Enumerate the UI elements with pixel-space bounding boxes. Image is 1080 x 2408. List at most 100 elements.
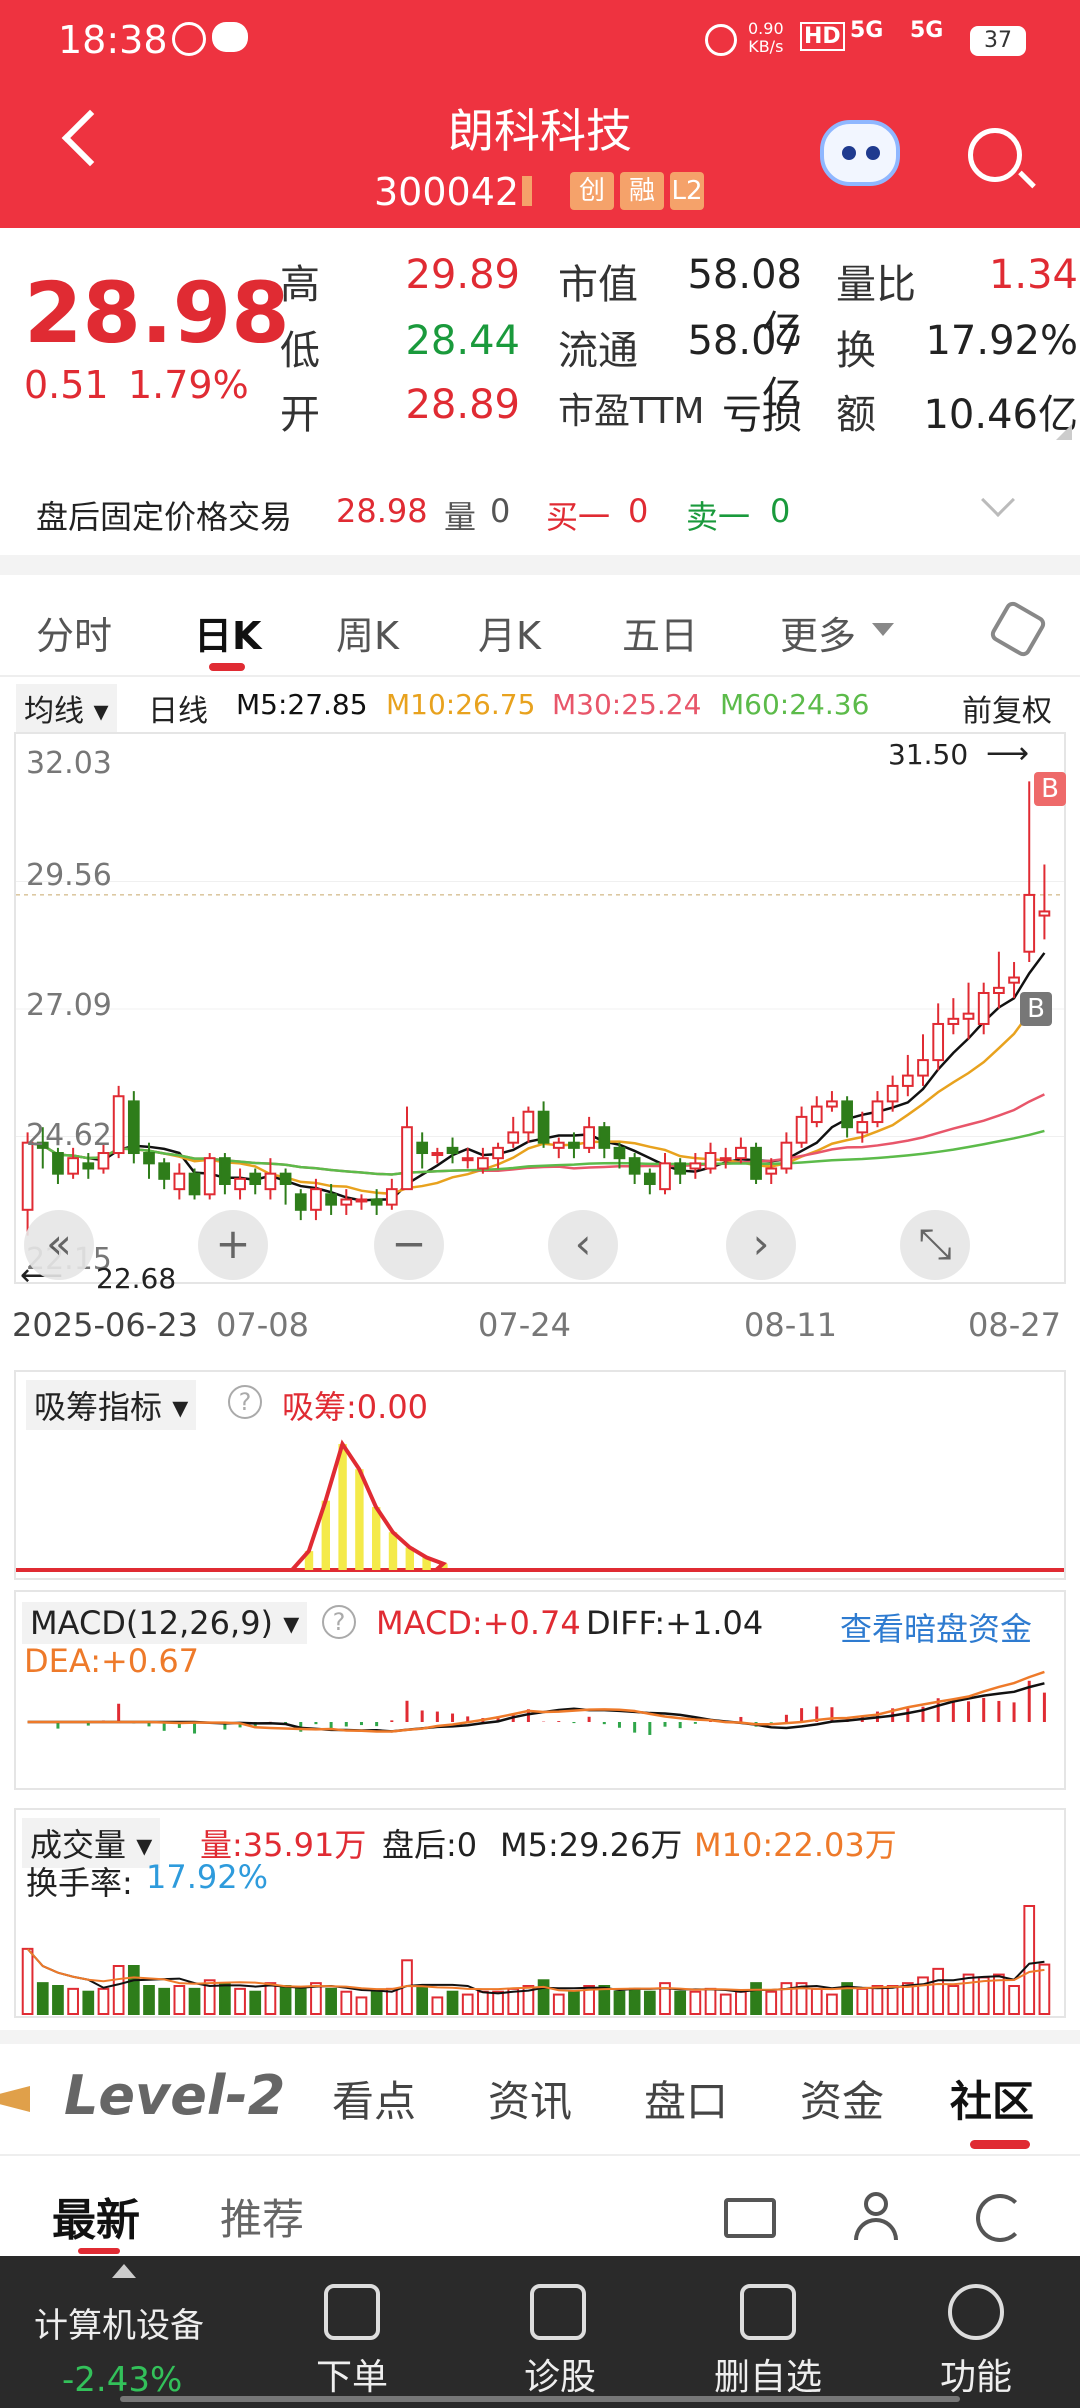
feed-tab-recommend[interactable]: 推荐	[220, 2195, 305, 2244]
functions-icon[interactable]	[948, 2284, 1004, 2340]
tab-highlights[interactable]: 看点	[332, 2077, 417, 2126]
candle-body	[325, 1193, 337, 1206]
buy-marker-b[interactable]: B	[1034, 772, 1066, 806]
candle-body	[765, 1167, 778, 1175]
volume-bar	[765, 1990, 778, 2015]
macd-dropdown[interactable]: MACD(12,26,9) ▾	[22, 1602, 308, 1644]
after-hours-bar[interactable]: 盘后固定价格交易 28.98 量 0 买一 0 卖一 0	[0, 470, 1080, 550]
volume-bar	[522, 1985, 535, 2015]
dea-value: DEA:+0.67	[24, 1642, 200, 1680]
info-marker	[522, 176, 532, 206]
candle-body	[82, 1162, 95, 1170]
tab-monthly-k[interactable]: 月K	[478, 614, 541, 658]
candle-body	[810, 1105, 823, 1124]
tab-daily-k[interactable]: 日K	[194, 614, 262, 658]
scroll-right-icon[interactable]: ›	[726, 1210, 796, 1280]
candle-body	[401, 1126, 413, 1191]
mail-icon[interactable]	[724, 2198, 776, 2238]
volume-bar	[158, 1987, 171, 2016]
pe-label: 市盈TTM	[558, 391, 705, 432]
macd-panel[interactable]: MACD(12,26,9) ▾ ? MACD:+0.74 DIFF:+1.04 …	[14, 1590, 1066, 1790]
order-button[interactable]: 下单	[315, 2357, 388, 2398]
remove-watchlist-icon[interactable]	[740, 2284, 796, 2340]
diagnose-icon[interactable]	[530, 2284, 586, 2340]
volume-panel[interactable]: 成交量 ▾ 量:35.91万 盘后:0 M5:29.26万 M10:22.03万…	[14, 1808, 1066, 2018]
sell1-label: 卖一	[686, 498, 751, 536]
buy-marker-b-gray[interactable]: B	[1020, 992, 1052, 1026]
low-label: 低	[280, 328, 320, 374]
vol-ma10-line	[26, 1948, 1045, 1992]
refresh-icon[interactable]	[976, 2194, 1024, 2242]
macd-help-icon[interactable]: ?	[322, 1600, 356, 1639]
high-value: 29.89	[405, 252, 520, 298]
candle-body	[750, 1146, 762, 1180]
volume-bar	[310, 1982, 322, 2015]
open-label: 开	[280, 392, 320, 438]
caret-up-icon[interactable]	[112, 2264, 136, 2278]
zoom-out-icon[interactable]: −	[374, 1210, 444, 1280]
candle-body	[143, 1152, 155, 1165]
turnover-rate-label: 换手率:	[26, 1864, 133, 1902]
period-label: 日线	[148, 694, 208, 729]
tab-community[interactable]: 社区	[950, 2077, 1035, 2126]
macd-value: MACD:+0.74	[376, 1604, 581, 1642]
expand-corner-icon[interactable]	[1056, 424, 1072, 440]
dark-pool-link[interactable]: 查看暗盘资金	[840, 1610, 1033, 1648]
functions-button[interactable]: 功能	[939, 2357, 1012, 2398]
xichou-dropdown[interactable]: 吸筹指标 ▾	[26, 1380, 197, 1430]
candle-body	[977, 991, 990, 1025]
tab-news[interactable]: 资讯	[488, 2077, 573, 2126]
tab-intraday[interactable]: 分时	[36, 614, 113, 658]
ma-legend: 均线 ▾ 日线 M5:27.85 M10:26.75 M30:25.24 M60…	[0, 680, 1080, 732]
level2-gem-icon	[0, 2086, 30, 2112]
screen-record-icon	[172, 22, 206, 56]
price-change: 0.51	[24, 363, 109, 407]
tab-five-day[interactable]: 五日	[622, 614, 699, 658]
indicator-dropdown[interactable]: 均线 ▾	[16, 684, 117, 732]
volume-value: 量:35.91万	[200, 1826, 367, 1864]
feed-tab-latest[interactable]: 最新	[52, 2195, 140, 2246]
candle-body	[67, 1157, 79, 1175]
ma10-value: M10:26.75	[386, 688, 536, 721]
y-label-4: 24.62	[26, 1118, 112, 1153]
volume-bar	[947, 1985, 960, 2015]
diagnose-button[interactable]: 诊股	[523, 2357, 596, 2398]
candle-body	[340, 1198, 353, 1206]
candle-body	[446, 1146, 459, 1155]
volume-bar	[901, 1982, 914, 2015]
user-icon[interactable]	[854, 2192, 898, 2242]
xichou-bar	[355, 1469, 364, 1570]
stock-code: 300042	[374, 170, 520, 214]
search-icon[interactable]	[968, 128, 1022, 182]
xichou-indicator-panel[interactable]: 吸筹指标 ▾ ? 吸筹:0.00	[14, 1370, 1066, 1580]
scroll-left-icon[interactable]: ‹	[548, 1210, 618, 1280]
remove-watchlist-button[interactable]: 删自选	[713, 2357, 822, 2398]
volume-bar	[977, 1976, 990, 2016]
volume-dropdown[interactable]: 成交量 ▾	[22, 1818, 161, 1868]
help-icon[interactable]: ?	[228, 1380, 262, 1419]
tab-order-book[interactable]: 盘口	[644, 2077, 729, 2126]
volume-bar	[598, 1985, 611, 2015]
candle-body	[932, 1022, 945, 1062]
candlestick-chart[interactable]: 32.03 29.56 27.09 24.62 22.15 31.50 ⟶ 22…	[14, 732, 1066, 1295]
zoom-in-icon[interactable]: +	[198, 1210, 268, 1280]
active-tab-indicator	[209, 663, 245, 671]
tab-funds[interactable]: 资金	[800, 2077, 885, 2126]
tab-weekly-k[interactable]: 周K	[336, 614, 399, 658]
volume-bar	[750, 1982, 762, 2015]
fullscreen-icon[interactable]: ⤡	[900, 1210, 970, 1280]
arrow-right-icon: ⟶	[986, 736, 1030, 771]
tab-more[interactable]: 更多	[780, 614, 857, 658]
message-icon	[212, 22, 248, 52]
order-icon[interactable]	[324, 2284, 380, 2340]
volume-bar	[993, 1973, 1005, 2015]
scroll-left-fast-icon[interactable]: «	[24, 1210, 94, 1280]
chevron-down-icon[interactable]	[981, 483, 1015, 517]
candle-body	[188, 1172, 201, 1196]
sector-name[interactable]: 计算机设备	[34, 2306, 204, 2346]
candle-body	[234, 1177, 246, 1191]
adjust-mode[interactable]: 前复权	[962, 694, 1052, 729]
tag-l2: L2	[670, 172, 704, 210]
tab-level2[interactable]: Level-2	[64, 2064, 286, 2127]
ai-assistant-icon[interactable]	[820, 120, 900, 186]
